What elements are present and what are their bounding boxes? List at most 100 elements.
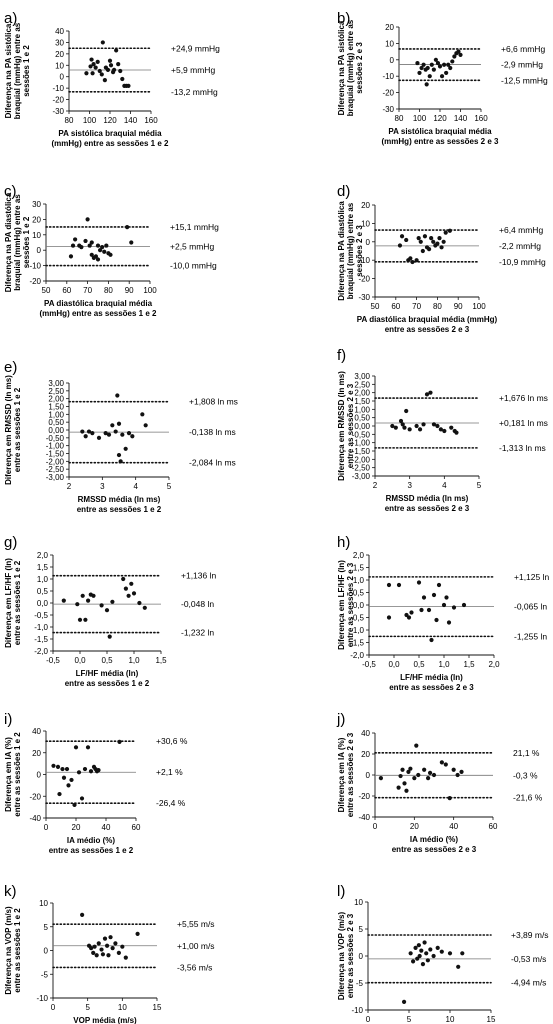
reference-line-label: -12,5 mmHg: [501, 75, 548, 85]
data-point: [421, 62, 426, 67]
y-tick-label: -20: [29, 792, 41, 801]
y-tick-label: 1,00: [48, 410, 64, 419]
data-point: [102, 936, 108, 941]
y-tick-label: 5: [359, 925, 364, 934]
y-axis-label: Diferença na PA diastólica: [4, 192, 13, 292]
panel-b: b) -30 -20 -10 0 10 20 80 100 120 140 160 +6,6 mmHg -…: [337, 10, 548, 146]
data-point: [424, 951, 429, 956]
y-tick-label: 0: [366, 771, 371, 780]
data-point: [84, 71, 89, 76]
y-tick-label: -2,50: [46, 465, 65, 474]
data-point: [73, 237, 78, 242]
data-point: [422, 940, 427, 945]
data-point: [438, 427, 443, 432]
y-tick-label: -10: [358, 256, 370, 265]
panel-label: c): [4, 183, 17, 200]
data-point: [404, 237, 409, 243]
data-point: [99, 603, 104, 608]
y-tick-label: -10: [29, 262, 41, 271]
x-tick-label: 0,0: [388, 660, 400, 669]
y-tick-label: 0: [37, 246, 42, 255]
data-point: [123, 446, 128, 451]
data-point: [446, 620, 452, 625]
x-tick-label: 2: [373, 481, 378, 490]
y-tick-label: -3,00: [46, 473, 65, 482]
data-point: [72, 802, 77, 808]
reference-line-label: +6,6 mmHg: [501, 44, 545, 54]
data-point: [402, 425, 407, 430]
data-point: [447, 796, 452, 801]
data-point: [429, 637, 434, 643]
reference-line-label: +0,181 ln ms: [499, 418, 548, 428]
reference-line-label: -2,084 ln ms: [189, 458, 236, 468]
x-tick-label: 0,0: [74, 656, 86, 665]
data-point: [429, 62, 434, 67]
panel-label: b): [337, 10, 350, 27]
data-point: [61, 598, 66, 603]
x-tick-label: 60: [391, 302, 400, 311]
panel-a: a) -30 -20 -10 0 10 20 30 40 80 100 120 140 160 +24,9 …: [4, 10, 220, 148]
data-point: [434, 617, 439, 623]
data-point: [66, 783, 71, 788]
data-point: [80, 429, 85, 434]
data-point: [108, 63, 114, 68]
panel-label: l): [337, 883, 345, 900]
x-axis-label: PA sistólica braquial média: [58, 129, 162, 138]
data-point: [97, 248, 103, 253]
y-tick-label: 0,50: [354, 414, 370, 423]
x-axis-label: LF/HF média (ln): [400, 673, 463, 682]
reference-line-label: +6,4 mmHg: [499, 225, 543, 235]
data-point: [93, 254, 99, 259]
y-tick-label: -1,00: [46, 442, 65, 451]
y-tick-label: -2,0: [350, 651, 364, 660]
data-point: [426, 607, 432, 613]
y-axis-label: braquial (mmHg) entre as: [346, 202, 355, 299]
data-point: [110, 599, 115, 604]
data-point: [80, 593, 85, 598]
x-axis-label: VOP média (m/s): [73, 1016, 137, 1024]
data-point: [91, 593, 96, 598]
data-point: [442, 428, 447, 434]
data-point: [458, 52, 463, 57]
data-point: [95, 243, 101, 248]
x-tick-label: 100: [413, 114, 427, 123]
y-axis-label: Diferença em LF/HF (ln): [337, 560, 346, 650]
data-point: [427, 770, 433, 776]
data-point: [400, 767, 405, 772]
data-point: [106, 953, 111, 958]
data-point: [121, 576, 126, 582]
data-point: [421, 595, 427, 600]
x-axis-label: PA diastólica braquial média (mmHg): [357, 315, 498, 324]
y-tick-label: -10: [52, 84, 64, 93]
y-tick-label: 0: [37, 771, 42, 780]
x-tick-label: 0,5: [413, 660, 425, 669]
data-point: [73, 745, 79, 750]
data-point: [414, 258, 419, 263]
data-point: [450, 59, 455, 64]
data-point: [80, 912, 85, 917]
data-point: [398, 418, 404, 424]
data-point: [89, 240, 94, 245]
data-point: [398, 773, 403, 779]
x-tick-label: 1,5: [155, 656, 167, 665]
data-point: [94, 953, 99, 958]
data-point: [117, 739, 122, 744]
data-point: [452, 54, 457, 59]
y-tick-label: 1,0: [37, 575, 49, 584]
panel-label: d): [337, 183, 350, 200]
data-point: [86, 598, 91, 603]
data-point: [100, 40, 105, 45]
data-point: [386, 615, 392, 620]
reference-line-label: -2,9 mmHg: [501, 60, 543, 70]
data-point: [451, 767, 456, 772]
data-point: [105, 67, 111, 72]
x-tick-label: 70: [412, 302, 421, 311]
panel-h: h) -2,0 -1,5 -1,0 -0,5 0,0 0,5 1,0 1,5 2,0 -0,5 0,0…: [337, 534, 549, 692]
y-tick-label: 10: [361, 219, 370, 228]
data-point: [441, 602, 447, 608]
y-tick-label: 40: [361, 729, 370, 738]
data-point: [456, 964, 461, 969]
data-point: [412, 776, 417, 781]
data-point: [126, 431, 132, 436]
data-point: [433, 57, 438, 62]
